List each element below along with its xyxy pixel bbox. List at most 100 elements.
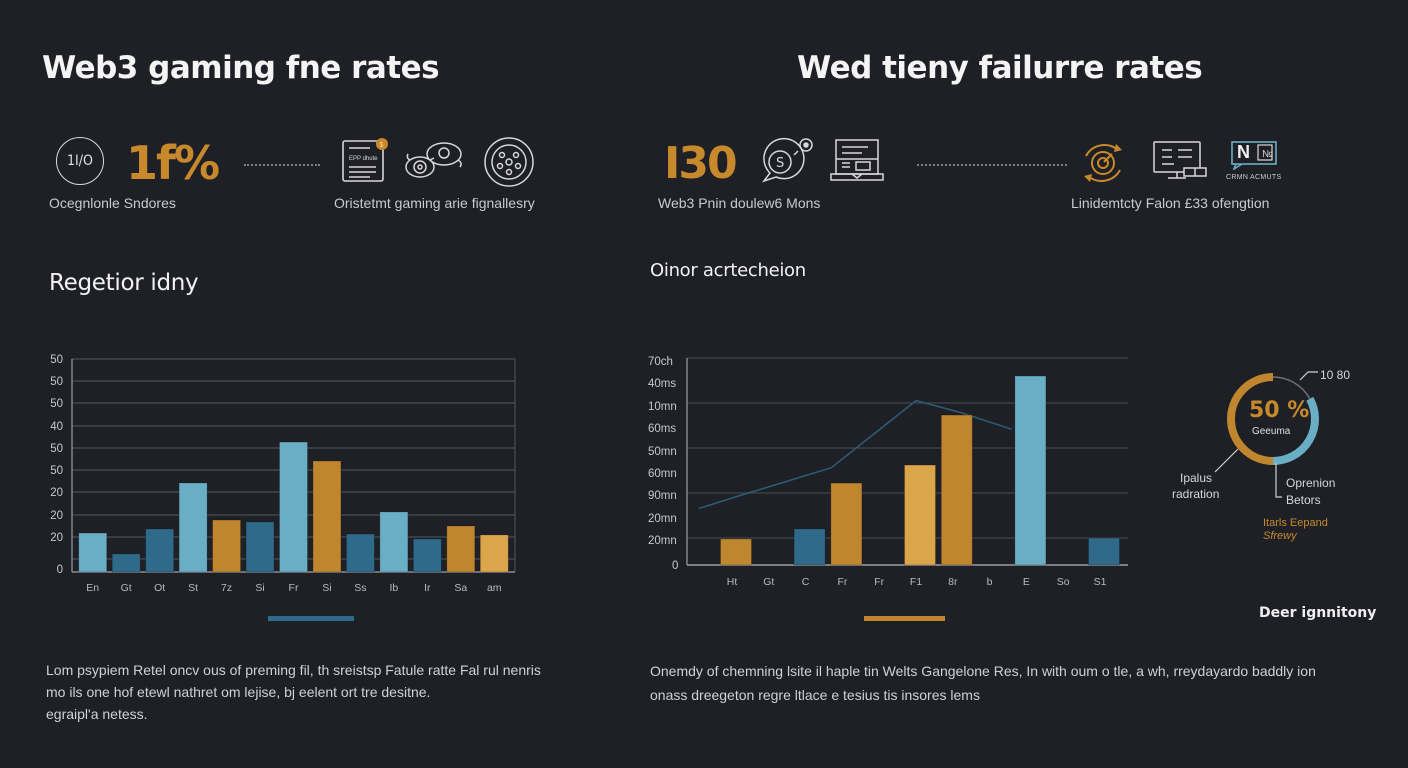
- right-paragraph-line: onass dreegeton regre ltlace e tesius ti…: [650, 687, 980, 703]
- leader-line-left: [1214, 448, 1239, 473]
- right-paragraph: Onemdy of chemning lsite il haple tin We…: [650, 659, 1316, 707]
- bar: [479, 534, 509, 573]
- y-tick-label: 0: [57, 564, 63, 576]
- news-chat-icon: № N: [1230, 140, 1280, 170]
- bar: [1088, 537, 1120, 566]
- circular-network-icon: [483, 136, 535, 188]
- bar: [720, 538, 752, 566]
- donut-center-value: 50 %: [1249, 398, 1310, 423]
- bar: [312, 460, 342, 573]
- donut-slice-orange: [1227, 373, 1274, 465]
- bar: [940, 414, 973, 566]
- badge-circle: 1I/O: [56, 137, 104, 185]
- x-tick-label: Fr: [874, 576, 884, 588]
- x-tick-label: So: [1057, 576, 1070, 588]
- news-icon-letter: N: [1237, 142, 1250, 162]
- bar: [830, 482, 863, 566]
- x-tick-label: St: [188, 582, 198, 594]
- right-paragraph-line: Onemdy of chemning lsite il haple tin We…: [650, 663, 1316, 679]
- x-tick-label: Sa: [454, 582, 467, 594]
- bar: [346, 533, 375, 573]
- chart-indicator-bar: [864, 616, 945, 621]
- left-stat-value: 1f%: [126, 136, 220, 190]
- right-legend-title: Deer ignnitony: [1259, 605, 1377, 621]
- x-tick-label: F1: [910, 576, 922, 588]
- x-tick-label: S1: [1094, 576, 1107, 588]
- svg-text:$: $: [380, 142, 384, 149]
- bar: [904, 464, 936, 566]
- bar: [178, 482, 208, 573]
- x-tick-label: 7z: [221, 582, 232, 594]
- bar: [212, 519, 241, 573]
- y-tick-label: 20mn: [648, 535, 677, 547]
- left-paragraph-line: Lom psypiem Retel oncv ous of preming fi…: [46, 662, 541, 678]
- bar: [245, 521, 275, 573]
- x-tick-label: 8r: [948, 576, 958, 588]
- y-tick-label: 20mn: [648, 513, 677, 525]
- y-tick-label: 50: [50, 376, 63, 388]
- donut-center-label: Geeuma: [1252, 426, 1291, 437]
- left-icons-caption: Oristetmt gaming arie fignallesry: [334, 195, 535, 211]
- document-coin-icon: EPP dhute $: [340, 138, 390, 184]
- y-tick-label: 50: [50, 465, 63, 477]
- target-cycle-icon: [1078, 138, 1128, 188]
- x-tick-label: Ir: [424, 582, 431, 594]
- monitor-icon: [1152, 140, 1208, 184]
- y-tick-label: 20: [50, 487, 63, 499]
- right-icons-caption: Linidemtcty Falon £33 ofengtion: [1071, 195, 1270, 211]
- bar: [111, 553, 141, 573]
- bar: [1014, 375, 1047, 566]
- x-tick-label: Fr: [289, 582, 299, 594]
- x-tick-label: Si: [322, 582, 331, 594]
- y-tick-label: 70ch: [648, 356, 673, 368]
- donut-annotation-top-right: 10 80: [1320, 368, 1351, 382]
- x-tick-label: Si: [255, 582, 264, 594]
- left-page-title: Web3 gaming fne rates: [42, 50, 440, 86]
- left-paragraph-line: mo ils one hof etewl nathret om lejise, …: [46, 684, 431, 700]
- y-tick-label: 20: [50, 532, 63, 544]
- x-tick-label: Gt: [763, 576, 774, 588]
- donut-note-1: Itarls Eepand: [1263, 517, 1328, 529]
- donut-note-2: Sfrewy: [1263, 530, 1297, 542]
- donut-annotation-left-2: radration: [1172, 487, 1220, 501]
- right-stat-caption: Web3 Pnin doulew6 Mons: [658, 195, 821, 211]
- x-tick-label: am: [487, 582, 502, 594]
- dotted-divider-right: [917, 164, 1067, 166]
- x-tick-label: b: [987, 576, 993, 588]
- donut-chart: [1214, 371, 1319, 498]
- bar: [446, 525, 476, 573]
- bar: [78, 532, 108, 573]
- x-tick-label: Ot: [154, 582, 165, 594]
- donut-annotation-right-1: Oprenion: [1286, 476, 1336, 490]
- y-tick-label: 10mn: [648, 401, 677, 413]
- right-section-title: Oinor acrtecheion: [650, 260, 806, 281]
- y-tick-label: 50: [50, 354, 63, 366]
- y-tick-label: 90mn: [648, 490, 677, 502]
- trend-line: [698, 399, 1012, 510]
- y-tick-label: 50: [50, 443, 63, 455]
- leader-line-top: [1299, 371, 1318, 381]
- gears-eye-icon: [402, 138, 466, 184]
- y-tick-label: 50mn: [648, 446, 677, 458]
- right-stat-value: I30: [664, 138, 738, 189]
- laptop-book-icon: [830, 138, 884, 184]
- y-tick-label: 40ms: [648, 378, 676, 390]
- x-tick-label: Ib: [390, 582, 399, 594]
- x-tick-label: Fr: [837, 576, 847, 588]
- news-icon-caption: CRMN ACMUTS: [1226, 174, 1282, 181]
- y-tick-label: 40: [50, 421, 63, 433]
- badge-text: 1I/O: [67, 153, 93, 169]
- coin-chat-icon: S: [754, 137, 816, 187]
- bar: [793, 528, 826, 566]
- left-bar-chart: 50 50 50 40 50 50 20 20 20 0 En Gt Ot St 7z Si Fr Si Ss Ib I…: [50, 354, 516, 621]
- x-tick-label: E: [1023, 576, 1030, 588]
- right-bar-line-chart: 70ch 40ms 10mn 60ms 50mn 60mn 90mn 20mn 20mn 0 Ht G…: [648, 356, 1128, 621]
- bar: [379, 511, 409, 573]
- x-tick-label: Gt: [121, 582, 132, 594]
- chart-indicator-bar: [268, 616, 354, 621]
- left-paragraph-line: egraipl'a netess.: [46, 706, 148, 722]
- x-tick-label: Ss: [354, 582, 366, 594]
- x-tick-label: C: [802, 576, 810, 588]
- bar: [412, 538, 442, 573]
- x-tick-label: En: [86, 582, 99, 594]
